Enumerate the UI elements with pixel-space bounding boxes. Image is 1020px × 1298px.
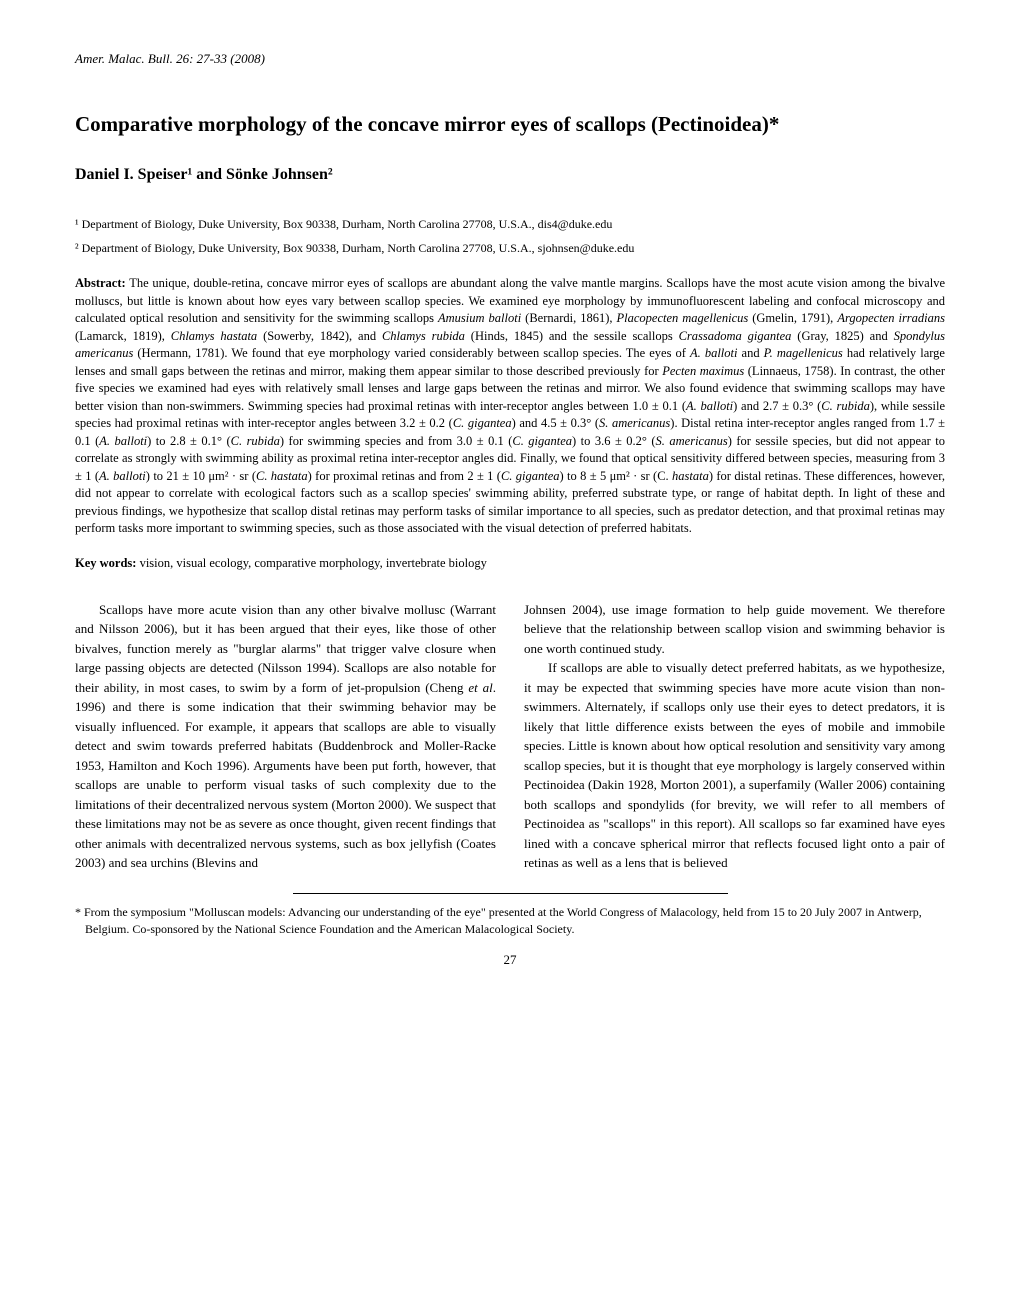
keywords-label: Key words: — [75, 556, 136, 570]
authors: Daniel I. Speiser¹ and Sönke Johnsen² — [75, 163, 945, 186]
abstract: Abstract: The unique, double-retina, con… — [75, 275, 945, 538]
footnote: * From the symposium "Molluscan models: … — [75, 904, 945, 938]
footnote-divider — [293, 893, 728, 894]
keywords: Key words: vision, visual ecology, compa… — [75, 554, 945, 572]
affiliation: ¹ Department of Biology, Duke University… — [75, 216, 945, 233]
column-left: Scallops have more acute vision than any… — [75, 600, 496, 873]
article-title: Comparative morphology of the concave mi… — [75, 109, 945, 139]
body-paragraph: Johnsen 2004), use image formation to he… — [524, 600, 945, 659]
body-columns: Scallops have more acute vision than any… — [75, 600, 945, 873]
abstract-label: Abstract: — [75, 276, 126, 290]
body-paragraph: Scallops have more acute vision than any… — [75, 600, 496, 873]
body-paragraph: If scallops are able to visually detect … — [524, 658, 945, 873]
affiliations-block: ¹ Department of Biology, Duke University… — [75, 216, 945, 257]
abstract-text: The unique, double-retina, concave mirro… — [75, 276, 945, 535]
keywords-text: vision, visual ecology, comparative morp… — [136, 556, 486, 570]
page-number: 27 — [75, 951, 945, 970]
column-right: Johnsen 2004), use image formation to he… — [524, 600, 945, 873]
affiliation: ² Department of Biology, Duke University… — [75, 240, 945, 257]
journal-header: Amer. Malac. Bull. 26: 27-33 (2008) — [75, 50, 945, 69]
